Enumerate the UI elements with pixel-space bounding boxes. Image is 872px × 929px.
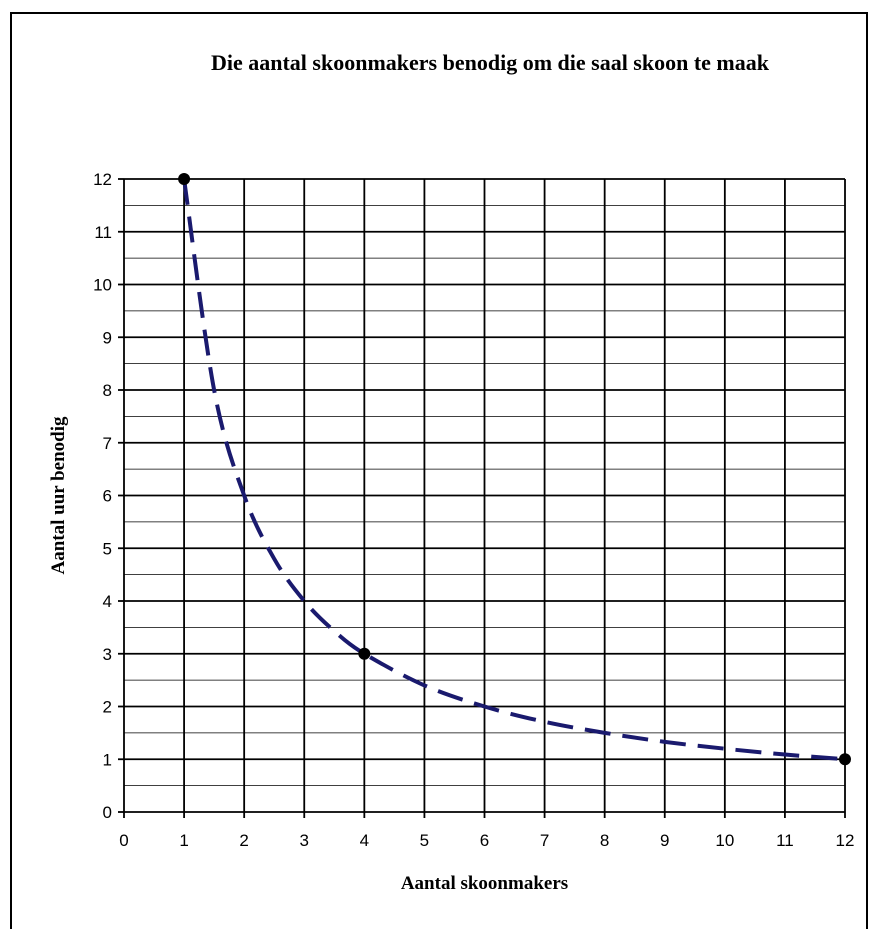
y-axis-title: Aantal uur benodig xyxy=(48,416,69,575)
data-series xyxy=(178,173,851,766)
y-tick-label: 1 xyxy=(103,750,112,769)
y-tick-label: 12 xyxy=(93,170,112,189)
x-tick-labels: 0 1 2 3 4 5 6 7 8 9 10 11 12 xyxy=(119,831,854,850)
y-tick-label: 10 xyxy=(93,276,112,295)
chart-frame xyxy=(10,12,868,929)
major-gridlines xyxy=(124,178,846,812)
x-tick-label: 8 xyxy=(600,831,609,850)
x-tick-label: 5 xyxy=(420,831,429,850)
series-line xyxy=(182,178,846,762)
data-point xyxy=(839,753,851,766)
x-tick-label: 11 xyxy=(776,831,794,850)
y-tick-label: 3 xyxy=(103,645,112,664)
x-tick-label: 6 xyxy=(480,831,489,850)
x-tick-label: 9 xyxy=(660,831,669,850)
y-tick-label: 4 xyxy=(103,592,112,611)
x-tick-label: 1 xyxy=(179,831,188,850)
x-tick-label: 12 xyxy=(836,831,855,850)
y-tick-label: 7 xyxy=(103,434,112,453)
x-tick-label: 7 xyxy=(540,831,549,850)
y-tick-label: 0 xyxy=(103,803,112,822)
data-point xyxy=(358,647,371,660)
data-point xyxy=(178,173,191,185)
x-tick-label: 3 xyxy=(300,831,309,850)
x-tick-label: 4 xyxy=(360,831,369,850)
x-axis-title: Aantal skoonmakers xyxy=(401,873,568,894)
y-tick-label: 8 xyxy=(103,381,112,400)
axes xyxy=(118,178,846,818)
y-tick-label: 2 xyxy=(103,698,112,717)
y-tick-label: 6 xyxy=(103,487,112,506)
x-tick-label: 0 xyxy=(119,831,128,850)
x-tick-label: 10 xyxy=(715,831,734,850)
chart-title: Die aantal skoonmakers benodig om die sa… xyxy=(210,50,769,75)
y-tick-label: 5 xyxy=(103,539,112,558)
y-tick-label: 11 xyxy=(94,223,112,242)
x-tick-label: 2 xyxy=(239,831,248,850)
y-tick-label: 9 xyxy=(103,328,112,347)
